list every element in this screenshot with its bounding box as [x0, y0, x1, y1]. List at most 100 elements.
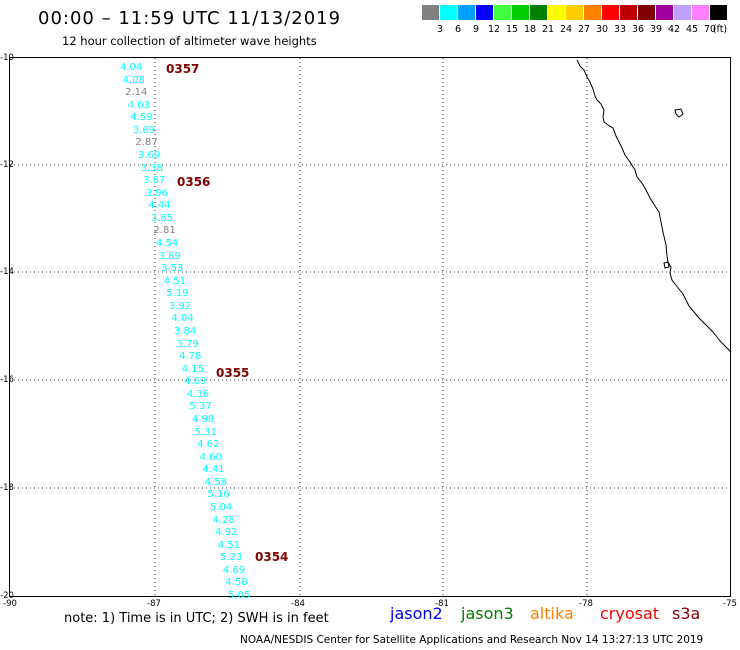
scale-label: 6 — [454, 24, 462, 35]
wave-height-label: 4.54 — [156, 238, 179, 249]
satellite-altika: altika — [530, 604, 574, 623]
scale-swatch — [584, 5, 601, 20]
scale-label: 9 — [472, 24, 480, 35]
pass-label: 0354 — [255, 550, 289, 564]
wave-height-label: 4.62 — [197, 439, 220, 451]
scale-swatch — [530, 5, 547, 20]
wave-height-label: 4.15 — [181, 363, 204, 375]
wave-height-label: 4.04 — [171, 313, 194, 325]
wave-height-label: 5.05 — [228, 590, 251, 601]
wave-height-label: 4.59 — [130, 112, 153, 124]
wave-height-label: 3.69 — [132, 124, 156, 136]
wave-height-label: 5.31 — [194, 426, 217, 438]
lat-label: -14 — [0, 267, 14, 277]
island — [674, 108, 684, 118]
scale-label: 24 — [559, 24, 573, 35]
lat-label: -20 — [0, 591, 14, 601]
lon-label: -81 — [435, 599, 449, 609]
scale-swatch — [512, 5, 529, 20]
lat-label: -16 — [0, 375, 14, 385]
wave-height-label: 4.03 — [127, 99, 150, 111]
wave-height-label: 4.92 — [215, 527, 238, 539]
scale-swatch — [674, 5, 691, 20]
scale-unit: (ft) — [712, 24, 728, 35]
scale-label: 39 — [649, 24, 663, 35]
scale-label: 12 — [487, 24, 501, 35]
wave-height-label: 4.51 — [163, 275, 186, 287]
wave-height-label: 3.69 — [138, 150, 161, 161]
wave-height-label: 3.87 — [143, 175, 166, 187]
scale-label: 21 — [541, 24, 555, 35]
wave-height-label: 3.85 — [150, 212, 174, 224]
scale-swatch — [458, 5, 475, 20]
wave-height-label: 4.36 — [186, 388, 210, 400]
scale-label: 30 — [595, 24, 609, 35]
wave-height-label: 4.08 — [122, 74, 145, 86]
credit-line: NOAA/NESDIS Center for Satellite Applica… — [240, 634, 704, 646]
wave-height-label: 4.41 — [202, 464, 225, 476]
wave-height-label: 4.69 — [184, 376, 207, 388]
pass-label: 0356 — [177, 175, 211, 189]
wave-height-label: 5.04 — [210, 502, 233, 513]
wave-height-label: 2.87 — [135, 137, 158, 149]
scale-swatch — [638, 5, 655, 20]
satellite-jason3: jason3 — [461, 604, 514, 623]
wave-height-label: 5.23 — [220, 552, 243, 564]
scale-label: 18 — [523, 24, 537, 35]
wave-height-label: 3.84 — [174, 326, 197, 337]
wave-height-label: 3.38 — [140, 162, 163, 174]
scale-label: 3 — [436, 24, 444, 35]
map-subtitle: 12 hour collection of altimeter wave hei… — [62, 34, 317, 48]
wave-height-label: 4.28 — [212, 514, 235, 526]
lon-label: -78 — [579, 599, 593, 609]
island — [663, 261, 670, 269]
footer-note: note: 1) Time is in UTC; 2) SWH is in fe… — [64, 611, 329, 626]
lon-label: -90 — [3, 599, 17, 609]
lon-label: -84 — [291, 599, 305, 609]
scale-label: 15 — [505, 24, 519, 35]
wave-height-label: 3.92 — [168, 300, 192, 312]
pass-label: 0355 — [216, 366, 250, 380]
scale-swatch — [710, 5, 727, 20]
pass-label: 0357 — [166, 62, 200, 76]
scale-swatch — [620, 5, 637, 20]
wave-height-label: 4.78 — [179, 351, 202, 363]
wave-height-label: 4.69 — [222, 564, 246, 576]
scale-swatch — [422, 5, 439, 20]
coastline — [576, 59, 732, 353]
wave-height-label: 3.96 — [145, 187, 168, 199]
scale-label: 42 — [667, 24, 681, 35]
lat-label: -12 — [0, 160, 14, 170]
wave-height-label: 4.58 — [225, 577, 248, 589]
scale-swatch — [656, 5, 673, 20]
lat-label: -18 — [0, 483, 14, 493]
scale-label: 70 — [703, 24, 717, 35]
scale-label: 45 — [685, 24, 699, 35]
satellite-s3a: s3a — [672, 604, 701, 623]
satellite-cryosat: cryosat — [600, 604, 660, 623]
wave-height-label: 3.79 — [176, 338, 199, 350]
wave-height-label: 4.51 — [217, 539, 240, 551]
scale-swatch — [476, 5, 493, 20]
wave-height-label: 4.44 — [148, 200, 171, 212]
scale-label: 27 — [577, 24, 591, 35]
wave-height-label: 2.14 — [125, 87, 148, 99]
satellite-jason2: jason2 — [390, 604, 443, 623]
wave-height-label: 5.16 — [207, 489, 230, 501]
wave-height-label: 3.69 — [158, 250, 181, 262]
scale-swatch — [602, 5, 619, 20]
scale-label: 36 — [631, 24, 645, 35]
scale-swatch — [494, 5, 511, 20]
wave-height-label: 5.37 — [189, 401, 212, 413]
wave-height-label: 4.58 — [204, 476, 228, 488]
scale-swatch — [566, 5, 583, 20]
wave-height-label: 4.98 — [192, 414, 215, 425]
graticule — [10, 58, 730, 596]
lon-label: -87 — [147, 599, 161, 609]
scale-label: 33 — [613, 24, 627, 35]
map-frame — [9, 57, 731, 597]
wave-height-label: 4.60 — [199, 451, 222, 463]
lat-label: -10 — [0, 53, 14, 63]
wave-height-label: 2.81 — [153, 225, 176, 237]
